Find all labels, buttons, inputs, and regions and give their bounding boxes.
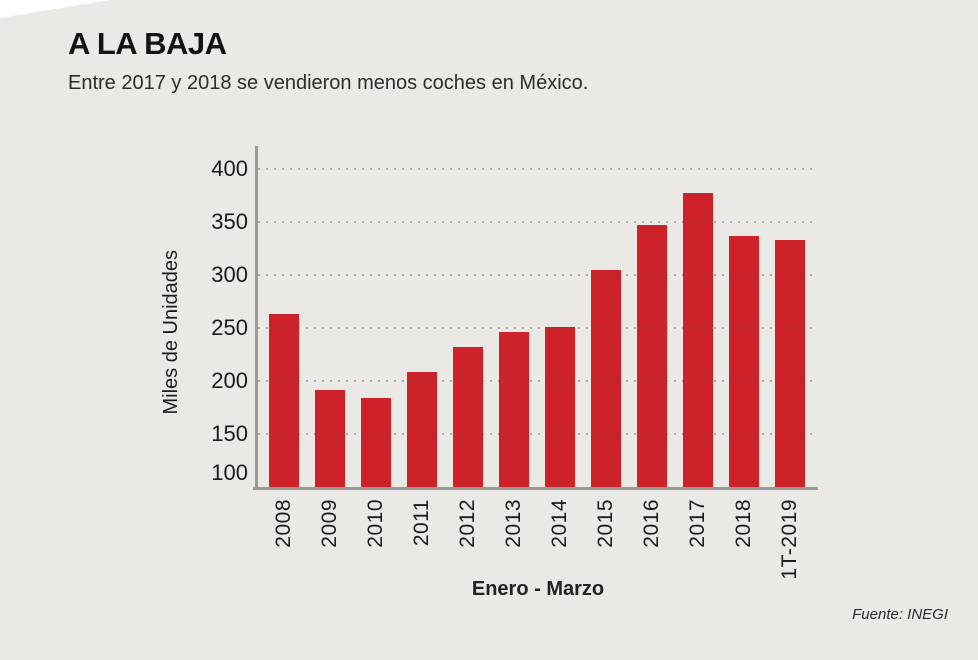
bar-2008	[269, 314, 299, 487]
x-tick-2008: 2008	[272, 499, 295, 548]
bar-2015	[591, 270, 621, 487]
x-tick-2018: 2018	[732, 499, 755, 548]
x-tick-2014: 2014	[548, 499, 571, 548]
bar-2012	[453, 347, 483, 487]
x-tick-1T-2019: 1T-2019	[778, 499, 801, 580]
plot-area	[258, 146, 818, 487]
x-tick-2011: 2011	[410, 499, 433, 547]
y-axis-line	[255, 146, 258, 490]
x-axis-line	[253, 487, 818, 490]
y-tick-300: 300	[211, 262, 248, 287]
x-tick-2012: 2012	[456, 499, 479, 548]
y-tick-100: 100	[211, 460, 248, 485]
chart-title: A LA BAJA	[68, 26, 227, 61]
x-tick-2017: 2017	[686, 499, 709, 548]
bar-2014	[545, 327, 575, 487]
bar-2013	[499, 332, 529, 487]
bar-2009	[315, 390, 345, 487]
gridline-150	[258, 433, 818, 435]
gridline-200	[258, 380, 818, 382]
gridline-400	[258, 168, 818, 170]
source-note: Fuente: INEGI	[852, 606, 948, 623]
y-axis-title: Miles de Unidades	[160, 250, 182, 415]
page-corner-wedge	[0, 0, 110, 18]
bar-2017	[683, 193, 713, 487]
y-tick-200: 200	[211, 368, 248, 393]
gridline-350	[258, 221, 818, 223]
x-tick-2016: 2016	[640, 499, 663, 548]
x-axis-title: Enero - Marzo	[471, 578, 605, 600]
bar-2016	[637, 225, 667, 487]
chart-subtitle: Entre 2017 y 2018 se vendieron menos coc…	[68, 72, 589, 94]
gridline-300	[258, 274, 818, 276]
bar-2010	[361, 398, 391, 487]
y-tick-150: 150	[211, 421, 248, 446]
x-tick-2010: 2010	[364, 499, 387, 548]
bar-2018	[729, 236, 759, 487]
x-tick-2015: 2015	[594, 499, 617, 548]
x-tick-2009: 2009	[318, 499, 341, 548]
y-tick-400: 400	[211, 156, 248, 181]
bar-1T-2019	[775, 240, 805, 487]
bar-2011	[407, 372, 437, 487]
x-tick-2013: 2013	[502, 499, 525, 548]
y-tick-350: 350	[211, 209, 248, 234]
gridline-250	[258, 327, 818, 329]
y-tick-250: 250	[211, 315, 248, 340]
